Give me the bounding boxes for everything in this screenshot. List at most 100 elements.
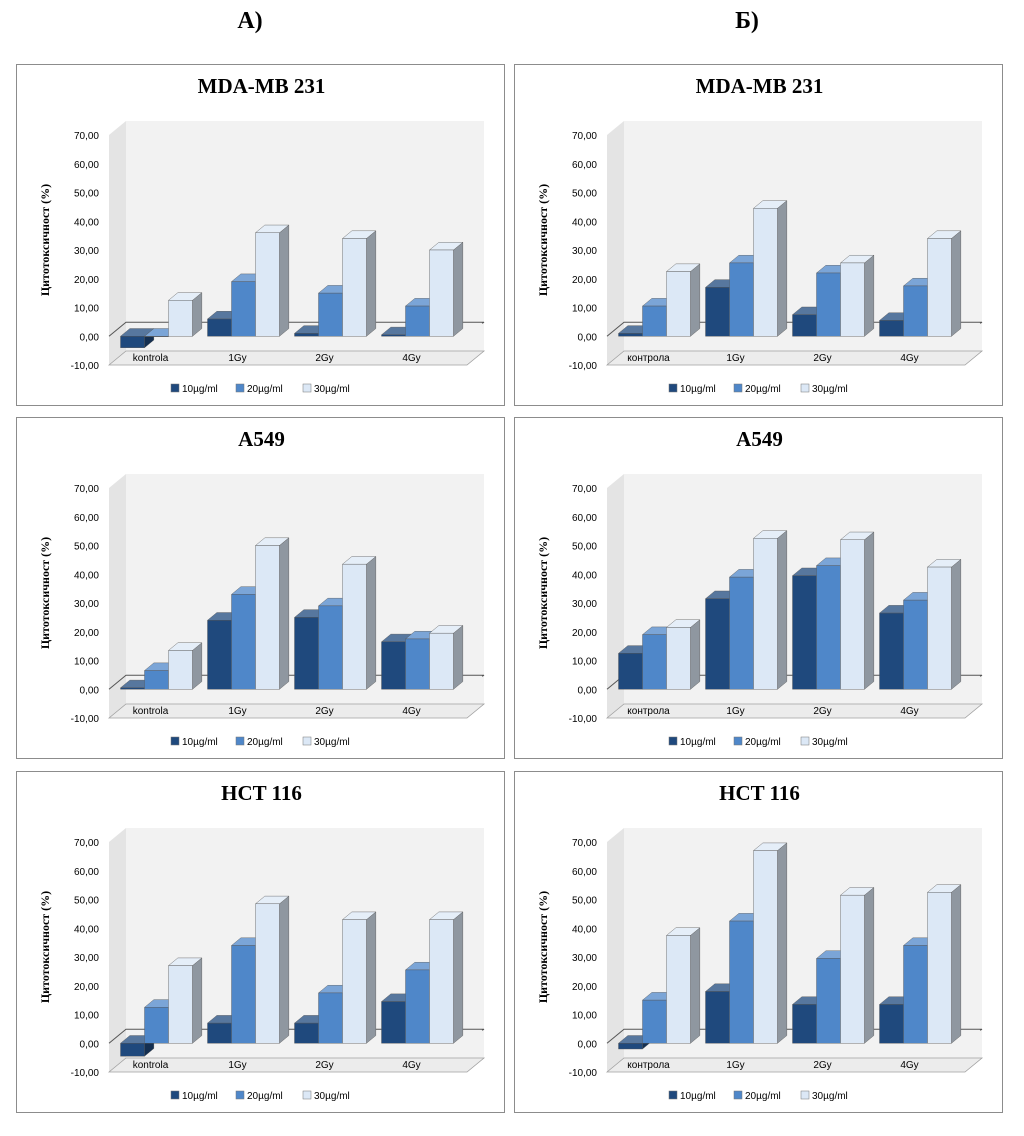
x-category-label: 4Gy (402, 706, 420, 717)
x-category-label: 2Gy (813, 1060, 831, 1071)
y-tick-label: 60,00 (572, 513, 597, 524)
bar (926, 558, 962, 690)
x-category-label: 4Gy (402, 1060, 420, 1071)
chart-title: A549 (238, 427, 285, 451)
x-category-label: 2Gy (315, 353, 333, 364)
legend-label: 30µg/ml (812, 737, 848, 748)
side-wall (109, 474, 126, 718)
legend-swatch (235, 736, 245, 746)
y-tick-label: -10,00 (71, 714, 100, 725)
x-category-label: kontrola (133, 706, 169, 717)
y-tick-label: 20,00 (74, 275, 99, 286)
bar (839, 254, 875, 337)
legend-swatch (800, 383, 810, 393)
y-tick-label: 40,00 (572, 217, 597, 228)
y-tick-label: -10,00 (569, 1068, 598, 1079)
x-category-label: 4Gy (402, 353, 420, 364)
y-axis-title: Цитотоксичност (%) (38, 891, 52, 1003)
column-heading-b: Б) (735, 8, 759, 34)
x-category-label: 1Gy (228, 1060, 246, 1071)
side-wall (109, 121, 126, 365)
floor (107, 350, 486, 366)
y-tick-label: 50,00 (74, 896, 99, 907)
y-tick-label: 40,00 (572, 924, 597, 935)
bar (752, 530, 788, 690)
y-tick-label: 30,00 (74, 599, 99, 610)
chart-svg: MDA-MB 231 -10,00 0,00 10,00 20,00 30,00 40,00… (38, 74, 486, 395)
y-axis-title: Цитотоксичност (%) (536, 184, 550, 296)
y-axis-title: Цитотоксичност (%) (536, 537, 550, 649)
side-wall (607, 121, 624, 365)
y-axis-title: Цитотоксичност (%) (38, 537, 52, 649)
bar (254, 224, 290, 337)
x-category-label: 2Gy (315, 706, 333, 717)
bar (428, 241, 464, 337)
legend-label: 10µg/ml (182, 737, 218, 748)
x-category-label: 1Gy (228, 706, 246, 717)
x-category-label: 2Gy (813, 353, 831, 364)
legend-label: 20µg/ml (247, 737, 283, 748)
y-tick-label: 50,00 (572, 542, 597, 553)
x-category-label: 1Gy (726, 1060, 744, 1071)
chart-title: MDA-MB 231 (198, 74, 326, 98)
x-category-label: контрола (627, 706, 670, 717)
bar (428, 625, 464, 690)
y-axis-title: Цитотоксичност (%) (38, 184, 52, 296)
legend-swatch (733, 383, 743, 393)
y-tick-label: 0,00 (578, 1039, 598, 1050)
y-tick-label: 0,00 (578, 685, 598, 696)
bar (167, 292, 203, 337)
bar (167, 957, 203, 1044)
x-category-label: контрола (627, 1060, 670, 1071)
side-wall (109, 828, 126, 1072)
y-tick-label: 70,00 (74, 838, 99, 849)
floor (107, 1057, 486, 1073)
x-category-label: kontrola (133, 353, 169, 364)
y-tick-label: 60,00 (572, 160, 597, 171)
legend-swatch (235, 383, 245, 393)
y-tick-label: 20,00 (572, 275, 597, 286)
y-tick-label: 0,00 (80, 685, 100, 696)
legend-label: 20µg/ml (247, 1091, 283, 1102)
y-tick-label: 30,00 (572, 953, 597, 964)
chart-title: HCT 116 (221, 781, 302, 805)
y-tick-label: 10,00 (572, 304, 597, 315)
legend-swatch (170, 383, 180, 393)
legend-swatch (733, 1090, 743, 1100)
zero-gridline (108, 321, 485, 337)
y-tick-label: 10,00 (572, 1011, 597, 1022)
bar (752, 200, 788, 337)
side-wall (607, 828, 624, 1072)
legend-swatch (668, 1090, 678, 1100)
bar (665, 619, 701, 690)
chart-title: HCT 116 (719, 781, 800, 805)
legend-label: 30µg/ml (314, 1091, 350, 1102)
legend-swatch (733, 736, 743, 746)
chart-svg: MDA-MB 231 -10,00 0,00 10,00 20,00 30,00 40,00… (536, 74, 984, 395)
y-tick-label: 20,00 (74, 628, 99, 639)
chart-title: A549 (736, 427, 783, 451)
bar (254, 895, 290, 1044)
chart-svg: HCT 116 -10,00 0,00 10,00 20,00 30,00 40,00 50,… (38, 781, 486, 1102)
bar (119, 1035, 155, 1057)
bar (341, 230, 377, 337)
chart-panel-hct-b: HCT 116 -10,00 0,00 10,00 20,00 30,00 40,00 50,… (514, 771, 1003, 1113)
y-tick-label: 70,00 (572, 838, 597, 849)
y-tick-label: 40,00 (74, 924, 99, 935)
x-category-label: 4Gy (900, 1060, 918, 1071)
chart-panel-hct-a: HCT 116 -10,00 0,00 10,00 20,00 30,00 40,00 50,… (16, 771, 505, 1113)
floor (605, 703, 984, 719)
legend-swatch (170, 736, 180, 746)
y-tick-label: 10,00 (74, 657, 99, 668)
y-tick-label: 50,00 (572, 896, 597, 907)
chart-panel-mda-a: MDA-MB 231 -10,00 0,00 10,00 20,00 30,00 40,00… (16, 64, 505, 406)
x-category-label: 1Gy (726, 353, 744, 364)
y-tick-label: -10,00 (569, 714, 598, 725)
y-tick-label: 20,00 (572, 628, 597, 639)
y-tick-label: 70,00 (572, 484, 597, 495)
legend-swatch (170, 1090, 180, 1100)
x-category-label: 1Gy (726, 706, 744, 717)
bar (752, 842, 788, 1044)
legend-label: 10µg/ml (182, 1091, 218, 1102)
x-category-label: 1Gy (228, 353, 246, 364)
